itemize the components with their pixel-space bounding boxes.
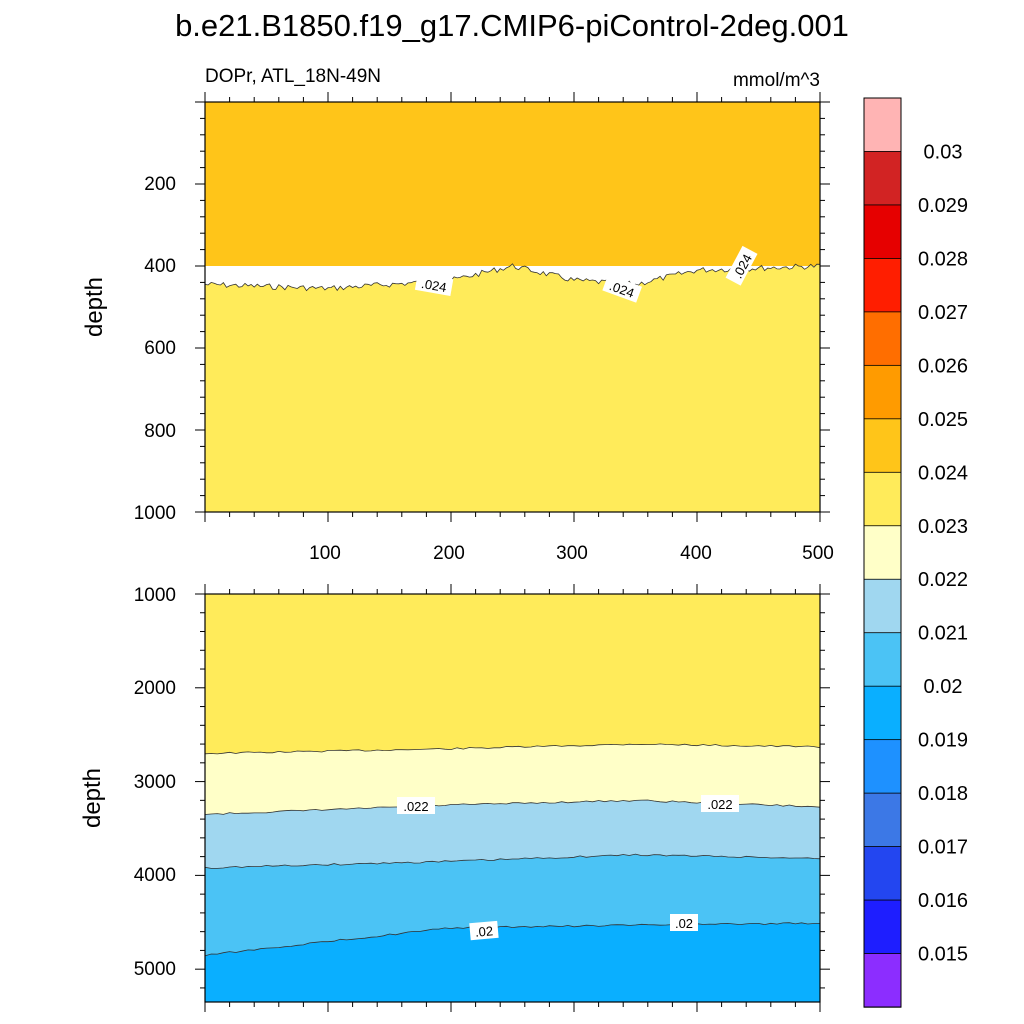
colorbar-swatch bbox=[863, 899, 902, 955]
top-tick-y-1000: 1000 bbox=[134, 503, 176, 524]
colorbar-frame bbox=[863, 97, 902, 1008]
contour-line-021 bbox=[204, 853, 821, 869]
colorbar-label: 0.015 bbox=[918, 944, 968, 966]
colorbar-label: 0.017 bbox=[918, 837, 968, 859]
colorbar-label: 0.019 bbox=[918, 730, 968, 752]
top-tick-y-600: 600 bbox=[144, 338, 176, 359]
bottom-tick-y-2000: 2000 bbox=[134, 678, 176, 699]
top-tick-x-400: 400 bbox=[680, 543, 712, 564]
colorbar-swatch bbox=[863, 953, 902, 1008]
colorbar-label: 0.018 bbox=[918, 783, 968, 805]
bottom-tick-y-3000: 3000 bbox=[134, 772, 176, 793]
colorbar-labels: 0.03 0.029 0.028 0.027 0.026 0.025 0.024 0.023 0… bbox=[918, 142, 968, 966]
colorbar bbox=[863, 97, 902, 1008]
colorbar-label: 0.021 bbox=[918, 623, 968, 645]
colorbar-label: 0.026 bbox=[918, 355, 968, 377]
top-tick-y-400: 400 bbox=[144, 256, 176, 277]
contour-line-024 bbox=[204, 263, 821, 292]
top-panel-frame bbox=[204, 101, 821, 513]
top-ticks bbox=[195, 92, 830, 522]
contour-label-1: .024 bbox=[414, 273, 454, 297]
subtitle-left: DOPr, ATL_18N-49N bbox=[205, 66, 381, 87]
bottom-region-0021 bbox=[205, 800, 820, 869]
colorbar-label: 0.016 bbox=[918, 890, 968, 912]
colorbar-swatch bbox=[863, 525, 902, 580]
contour-label-4: .022 bbox=[397, 797, 435, 814]
bottom-region-0023 bbox=[205, 594, 820, 760]
colorbar-swatch bbox=[863, 258, 902, 313]
colorbar-swatch bbox=[863, 418, 902, 473]
colorbar-label: 0.028 bbox=[918, 248, 968, 270]
subtitle-right: mmol/m^3 bbox=[733, 70, 820, 91]
top-region-lower bbox=[205, 263, 820, 512]
contour-line-020 bbox=[204, 922, 821, 957]
colorbar-swatch bbox=[863, 204, 902, 260]
colorbar-swatch bbox=[863, 151, 902, 206]
top-tick-x-500: 500 bbox=[802, 543, 834, 564]
bottom-tick-y-1000: 1000 bbox=[134, 585, 176, 606]
colorbar-label: 0.023 bbox=[918, 516, 968, 538]
top-tick-y-200: 200 bbox=[144, 174, 176, 195]
colorbar-label: 0.022 bbox=[918, 569, 968, 591]
svg-text:.02: .02 bbox=[474, 923, 493, 940]
bottom-panel-frame bbox=[204, 593, 821, 1003]
colorbar-swatch bbox=[863, 364, 902, 420]
colorbar-swatch bbox=[863, 97, 902, 153]
svg-text:.02: .02 bbox=[675, 916, 693, 931]
colorbar-swatch bbox=[863, 685, 902, 741]
colorbar-swatch bbox=[863, 792, 902, 848]
colorbar-label: 0.025 bbox=[918, 409, 968, 431]
top-ylabel: depth bbox=[81, 277, 108, 337]
colorbar-label: 0.024 bbox=[918, 462, 968, 484]
bottom-tick-y-4000: 4000 bbox=[134, 865, 176, 886]
bottom-ylabel: depth bbox=[79, 768, 106, 828]
colorbar-label: 0.03 bbox=[924, 142, 963, 164]
top-region-upper bbox=[205, 102, 820, 266]
top-tick-y-800: 800 bbox=[144, 421, 176, 442]
bottom-region-0019 bbox=[205, 922, 820, 1002]
colorbar-label: 0.027 bbox=[918, 302, 968, 324]
colorbar-swatch bbox=[863, 846, 902, 901]
top-tick-x-200: 200 bbox=[433, 543, 465, 564]
bottom-region-0020 bbox=[205, 854, 820, 956]
contour-label-5: .022 bbox=[701, 795, 739, 812]
bottom-tick-y-5000: 5000 bbox=[134, 959, 176, 980]
colorbar-label: 0.02 bbox=[924, 676, 963, 698]
contour-line-023 bbox=[204, 743, 821, 755]
contour-label-6: .02 bbox=[469, 920, 499, 941]
colorbar-swatch bbox=[863, 578, 902, 634]
colorbar-label: 0.029 bbox=[918, 195, 968, 217]
top-tick-x-100: 100 bbox=[309, 543, 341, 564]
bottom-region-0022 bbox=[205, 743, 820, 815]
svg-text:.022: .022 bbox=[403, 799, 428, 814]
bottom-ticks bbox=[195, 584, 830, 1012]
svg-text:.024: .024 bbox=[420, 276, 448, 295]
colorbar-swatch bbox=[863, 311, 902, 367]
top-tick-x-300: 300 bbox=[556, 543, 588, 564]
chart-title: b.e21.B1850.f19_g17.CMIP6-piControl-2deg… bbox=[175, 8, 849, 43]
colorbar-swatch bbox=[863, 471, 902, 527]
contour-label-7: .02 bbox=[670, 914, 698, 931]
top-panel: .024 .024 .024 100 200 300 400 500 200 4… bbox=[81, 92, 834, 564]
colorbar-swatch bbox=[863, 739, 902, 794]
colorbar-swatch bbox=[863, 632, 902, 687]
svg-text:.022: .022 bbox=[707, 797, 732, 812]
bottom-panel: .022 .022 .02 .02 1000 2000 3000 4000 50… bbox=[79, 584, 830, 1012]
